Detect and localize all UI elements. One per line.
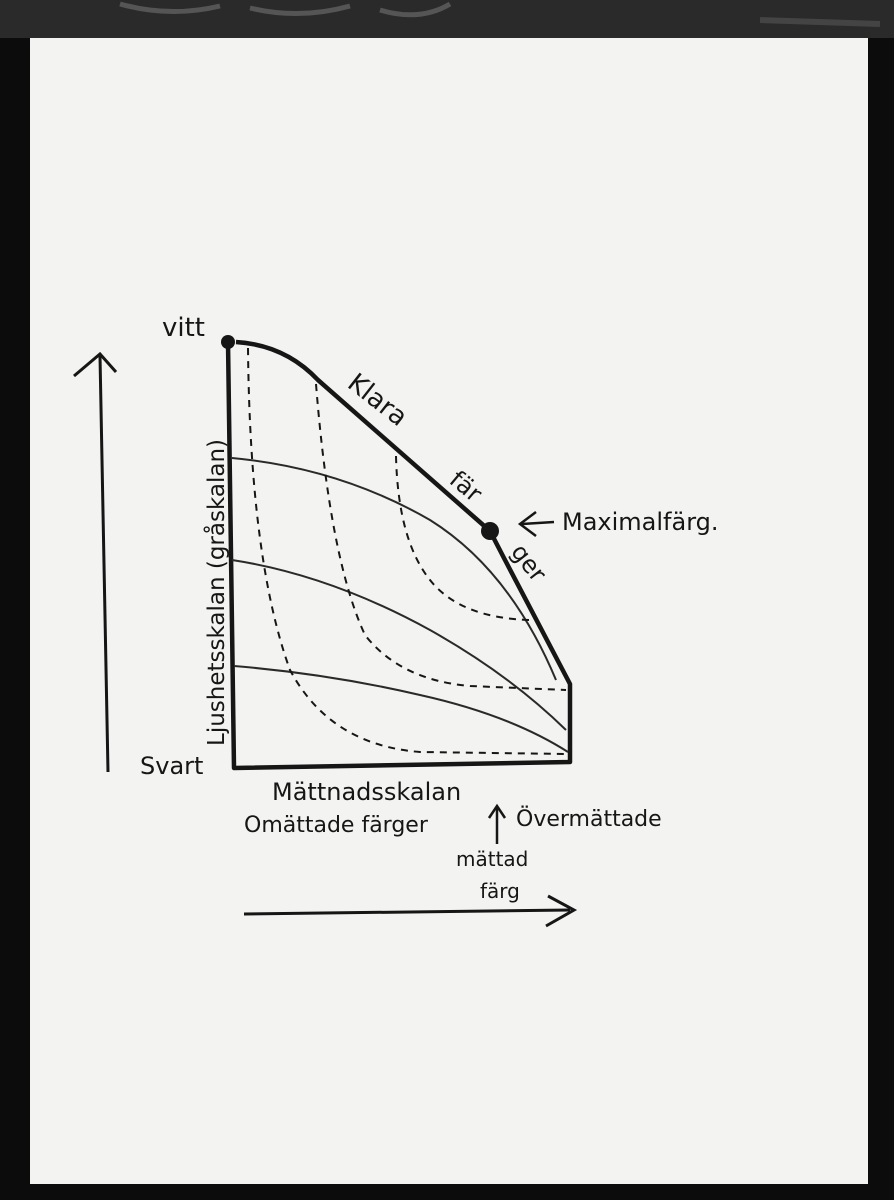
label-saturation-axis: Mättnadsskalan bbox=[272, 778, 461, 806]
white-point-dot bbox=[221, 335, 235, 349]
label-saturated-2: färg bbox=[480, 879, 520, 903]
label-unsaturated: Omättade färger bbox=[244, 813, 429, 838]
max-color-pointer-shaft bbox=[521, 520, 555, 526]
top-scribble bbox=[119, 1, 452, 18]
label-lightness-axis: Ljushetsskalan (gråskalan) bbox=[202, 439, 230, 746]
label-clear-colors-3: ger bbox=[505, 538, 552, 587]
label-oversaturated: Övermättade bbox=[516, 806, 662, 832]
vertical-arrow-shaft bbox=[98, 355, 110, 773]
dashed-curve-1 bbox=[247, 347, 569, 755]
max-color-pointer-head bbox=[517, 511, 537, 537]
horizontal-arrow-head bbox=[545, 894, 578, 928]
top-right-mark bbox=[759, 17, 881, 27]
label-white: vitt bbox=[162, 313, 205, 343]
dashed-curve-3 bbox=[395, 455, 531, 621]
dashed-curve-2 bbox=[315, 383, 567, 691]
label-saturated-1: mättad bbox=[456, 847, 528, 871]
paper-sheet bbox=[30, 38, 868, 1184]
solid-curve-2 bbox=[231, 559, 567, 731]
label-clear-colors-1: Klara bbox=[342, 368, 413, 433]
horizontal-arrow-shaft bbox=[243, 908, 571, 916]
label-clear-colors-2: fär bbox=[444, 465, 487, 508]
solid-curve-1 bbox=[231, 457, 557, 681]
diagram-outline bbox=[225, 339, 573, 771]
solid-curve-3 bbox=[233, 665, 569, 753]
label-black: Svart bbox=[140, 752, 203, 780]
vertical-arrow-head bbox=[73, 351, 118, 378]
label-max-color: Maximalfärg. bbox=[562, 508, 719, 536]
saturated-pointer-head bbox=[487, 803, 507, 819]
max-color-dot bbox=[481, 522, 499, 540]
